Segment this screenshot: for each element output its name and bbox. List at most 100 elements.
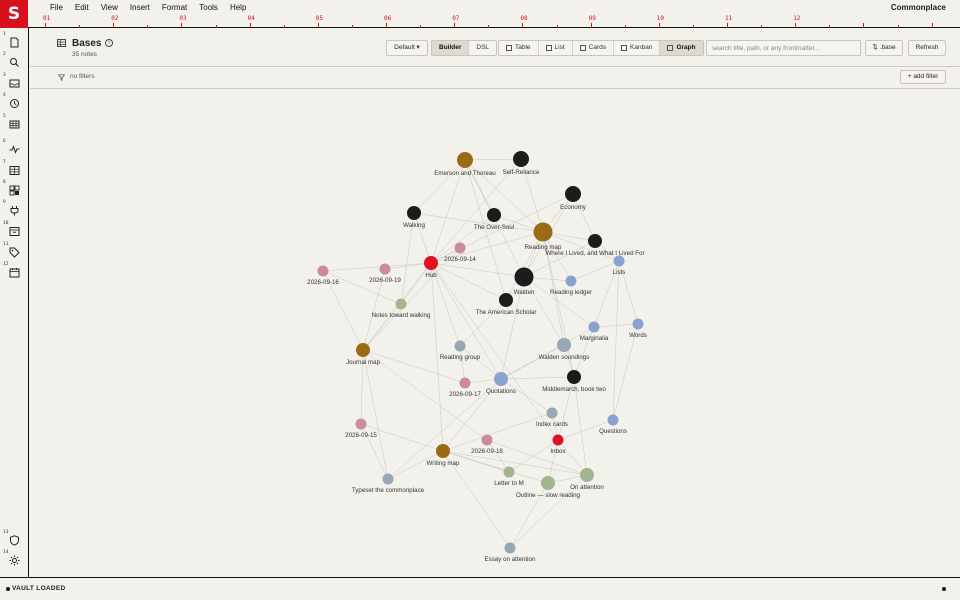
graph-node[interactable]: Essay on attention [485, 542, 536, 564]
rail-item-table[interactable]: 7 [0, 160, 28, 180]
graph-node[interactable]: Reading ledger [550, 275, 592, 297]
graph-node-circle[interactable] [436, 444, 450, 458]
graph-node[interactable]: Index cards [536, 407, 568, 429]
graph-node[interactable]: Inbox [550, 434, 566, 456]
graph-node-circle[interactable] [395, 298, 407, 310]
graph-node-circle[interactable] [514, 267, 534, 287]
graph-node[interactable]: The Over-Soul [474, 208, 514, 231]
graph-node-circle[interactable] [533, 222, 553, 242]
graph-node-circle[interactable] [481, 434, 493, 446]
rail-item-history[interactable]: 4 [0, 93, 28, 113]
menu-file[interactable]: File [50, 3, 63, 12]
add-filter-button[interactable]: + add filter [900, 70, 946, 84]
rail-item-inbox[interactable]: 3 [0, 73, 28, 93]
graph-node[interactable]: 2026-09-17 [449, 377, 481, 399]
graph-node-circle[interactable] [379, 263, 391, 275]
rail-item-shield[interactable]: 13 [0, 530, 28, 550]
graph-node[interactable]: 2026-09-19 [369, 263, 401, 285]
menu-edit[interactable]: Edit [74, 3, 89, 12]
menu-help[interactable]: Help [229, 3, 247, 12]
graph-node-circle[interactable] [546, 407, 558, 419]
graph-node[interactable]: Hub [424, 256, 438, 279]
graph-node[interactable]: The American Scholar [476, 293, 537, 316]
graph-node-circle[interactable] [355, 418, 367, 430]
base-file-button[interactable]: ⇅ .base [865, 40, 903, 56]
dsl-mode-button[interactable]: DSL [476, 44, 490, 51]
graph-node[interactable]: 2026-09-14 [444, 242, 476, 264]
graph-node-circle[interactable] [513, 151, 529, 167]
menu-insert[interactable]: Insert [129, 3, 150, 12]
graph-node[interactable]: Outline — slow reading [516, 476, 581, 499]
graph-node[interactable]: On attention [570, 468, 604, 491]
graph-node-circle[interactable] [567, 370, 581, 384]
graph-node-circle[interactable] [503, 466, 515, 478]
graph-node[interactable]: Marginalia [580, 321, 609, 343]
builder-mode-button[interactable]: Builder [432, 41, 470, 55]
graph-node[interactable]: Walden soundings [539, 338, 590, 361]
rail-item-archive[interactable]: 10 [0, 221, 28, 241]
graph-node[interactable]: Lists [613, 255, 626, 277]
rail-item-blocks[interactable]: 8 [0, 180, 28, 200]
info-icon[interactable]: i [105, 39, 113, 47]
graph-node-circle[interactable] [588, 321, 600, 333]
app-logo[interactable]: S [0, 0, 28, 28]
graph-node-circle[interactable] [588, 234, 602, 248]
rail-item-grid[interactable]: 5 [0, 114, 28, 134]
graph-node-circle[interactable] [424, 256, 438, 270]
graph-node-circle[interactable] [457, 152, 473, 168]
rail-item-search[interactable]: 2 [0, 52, 28, 72]
default-view-dropdown[interactable]: Default ▾ [386, 40, 428, 56]
graph-node-circle[interactable] [613, 255, 625, 267]
graph-node[interactable]: Reading map [525, 222, 562, 252]
menu-format[interactable]: Format [161, 3, 188, 12]
graph-node-circle[interactable] [407, 206, 421, 220]
graph-node-circle[interactable] [580, 468, 594, 482]
graph-node-circle[interactable] [454, 340, 466, 352]
graph-node[interactable]: Walden [514, 267, 535, 297]
graph-node[interactable]: Quotations [486, 372, 516, 395]
rail-item-plug[interactable]: 9 [0, 200, 28, 220]
graph-node[interactable]: 2026-09-16 [307, 265, 339, 287]
graph-node[interactable]: Reading group [440, 340, 481, 362]
graph-node-circle[interactable] [552, 434, 564, 446]
graph-node-circle[interactable] [499, 293, 513, 307]
graph-node-circle[interactable] [607, 414, 619, 426]
rail-item-tag[interactable]: 11 [0, 242, 28, 262]
menu-view[interactable]: View [100, 3, 118, 12]
view-tab-cards[interactable]: Cards [573, 41, 615, 55]
graph-node-circle[interactable] [487, 208, 501, 222]
graph-node[interactable]: Walking [403, 206, 425, 229]
rail-item-gear[interactable]: 14 [0, 550, 28, 570]
graph-node[interactable]: 2026-09-18 [471, 434, 503, 456]
graph-node-circle[interactable] [557, 338, 571, 352]
search-input[interactable] [706, 40, 861, 56]
graph-node-circle[interactable] [494, 372, 508, 386]
graph-node-circle[interactable] [632, 318, 644, 330]
graph-node-circle[interactable] [504, 542, 516, 554]
graph-node[interactable]: Letter to M [494, 466, 524, 488]
graph-node-circle[interactable] [565, 186, 581, 202]
rail-item-calendar[interactable]: 12 [0, 262, 28, 282]
graph-node[interactable]: Where I Lived, and What I Lived For [545, 234, 645, 257]
graph-node[interactable]: Notes toward walking [372, 298, 431, 320]
view-tab-graph[interactable]: Graph [660, 41, 703, 55]
graph-node[interactable]: Questions [599, 414, 627, 436]
refresh-button[interactable]: Refresh [908, 40, 946, 56]
graph-node[interactable]: 2026-09-15 [345, 418, 377, 440]
menu-tools[interactable]: Tools [199, 3, 218, 12]
view-tab-kanban[interactable]: Kanban [614, 41, 661, 55]
graph-node-circle[interactable] [459, 377, 471, 389]
graph-node[interactable]: Emerson and Thoreau [434, 152, 496, 177]
graph-node-circle[interactable] [565, 275, 577, 287]
graph-node-circle[interactable] [356, 343, 370, 357]
rail-item-activity[interactable]: 6 [0, 139, 28, 159]
graph-node[interactable]: Self-Reliance [503, 151, 540, 176]
graph-node[interactable]: Journal map [346, 343, 381, 366]
graph-node-circle[interactable] [317, 265, 329, 277]
graph-node[interactable]: Economy [560, 186, 587, 211]
graph-node-circle[interactable] [382, 473, 394, 485]
graph-node[interactable]: Writing map [427, 444, 460, 467]
graph-canvas[interactable]: Emerson and Thoreau Self-Reliance Economy W… [30, 89, 960, 577]
graph-node[interactable]: Middlemarch, book two [542, 370, 606, 393]
graph-node[interactable]: Typeset the commonplace [352, 473, 425, 495]
